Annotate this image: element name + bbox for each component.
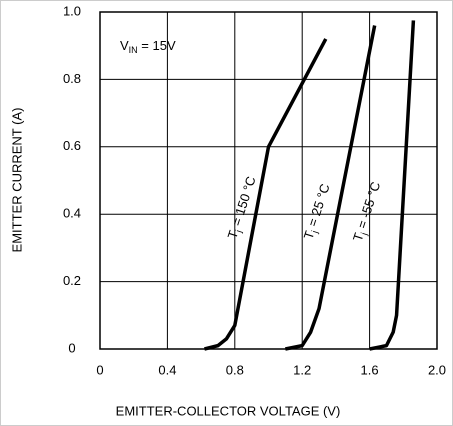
x-axis-label: EMITTER-COLLECTOR VOLTAGE (V): [116, 403, 341, 418]
curve: [285, 25, 377, 351]
y-axis-label: EMITTER CURRENT (A): [9, 108, 24, 253]
label-subscript: j: [234, 229, 244, 235]
series-label: Tj = -55 °C: [350, 180, 385, 244]
label-subscript: IN: [129, 45, 138, 55]
x-tick-label: 2.0: [428, 362, 446, 377]
x-tick-label: 1.6: [361, 362, 379, 377]
y-tick-label: 0.4: [63, 206, 81, 221]
label-subscript: j: [310, 229, 320, 235]
y-tick-label: 0: [68, 340, 75, 355]
x-tick-label: 0: [96, 362, 103, 377]
y-tick-label: 0.8: [63, 71, 81, 86]
y-tick-label: 1.0: [63, 3, 81, 18]
plot-border: [99, 11, 438, 350]
series-label: Tj = 25 °C: [301, 182, 335, 242]
label-text: V: [120, 38, 129, 53]
x-tick-label: 0.8: [226, 362, 244, 377]
curve: [369, 20, 416, 351]
y-tick-label: 0.6: [63, 138, 81, 153]
label-text: = -55 °C: [353, 180, 383, 234]
x-tick-label: 0.4: [158, 362, 176, 377]
y-tick-label: 0.2: [63, 273, 81, 288]
label-subscript: j: [359, 231, 369, 237]
label-text: = 15V: [138, 38, 176, 53]
annotation: VIN = 15V: [120, 38, 176, 55]
curve: [204, 38, 328, 351]
label-text: = 25 °C: [304, 182, 333, 232]
x-tick-label: 1.2: [293, 362, 311, 377]
